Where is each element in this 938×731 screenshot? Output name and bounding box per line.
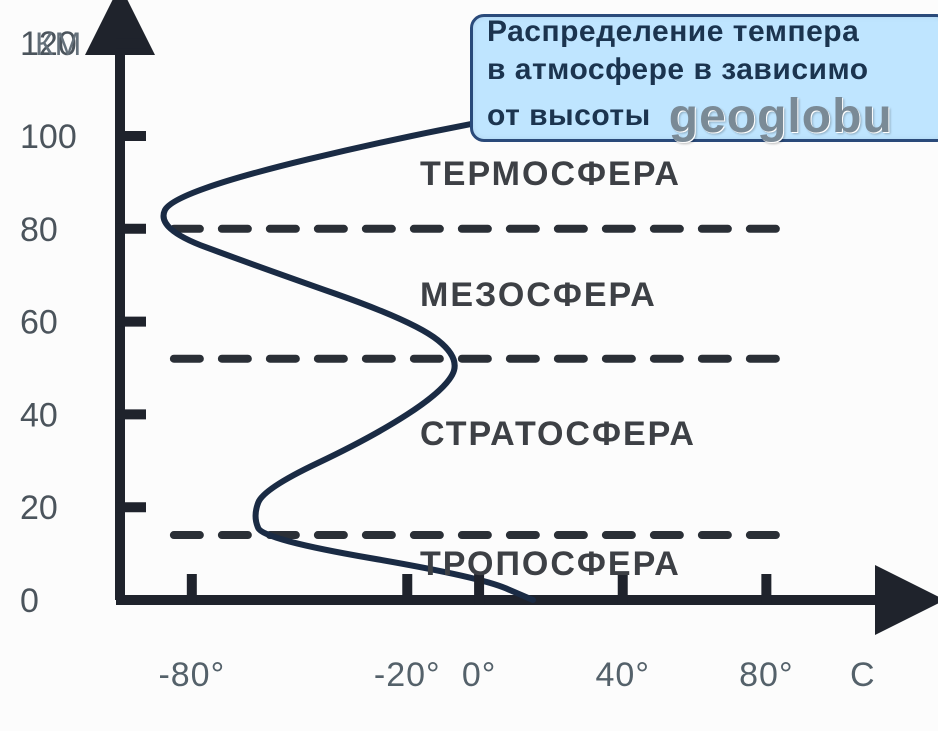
x-tick-label: -80° <box>158 656 225 694</box>
layer-label: ТРОПОСФЕРА <box>420 545 681 583</box>
y-tick-label: 60 <box>20 304 58 342</box>
chart-container: 020406080100120 -80°-20°0°40°80° ТРОПОСФ… <box>0 0 938 731</box>
chart-title-box: Распределение темпера в атмосфере в зави… <box>470 14 938 142</box>
x-tick-label: 40° <box>596 656 650 694</box>
y-tick-label: 100 <box>20 118 77 156</box>
title-line-1: Распределение темпера <box>487 13 938 51</box>
x-tick-label: -20° <box>374 656 441 694</box>
layer-label: МЕЗОСФЕРА <box>420 276 657 314</box>
y-tick-label: 80 <box>20 211 58 249</box>
title-line-3: от высоты <box>487 97 651 135</box>
x-tick-label: 0° <box>462 656 497 694</box>
y-tick-label: 20 <box>20 489 58 527</box>
layer-label: ТЕРМОСФЕРА <box>420 155 681 193</box>
y-tick-label: 0 <box>20 582 39 620</box>
layer-label: СТРАТОСФЕРА <box>420 415 696 453</box>
y-tick-label: 40 <box>20 396 58 434</box>
title-line-2: в атмосфере в зависимо <box>487 51 938 89</box>
y-axis-label: КМ <box>35 26 82 62</box>
x-axis-label: С <box>850 656 876 694</box>
x-tick-label: 80° <box>739 656 793 694</box>
watermark-text: geoglobu <box>669 89 893 144</box>
